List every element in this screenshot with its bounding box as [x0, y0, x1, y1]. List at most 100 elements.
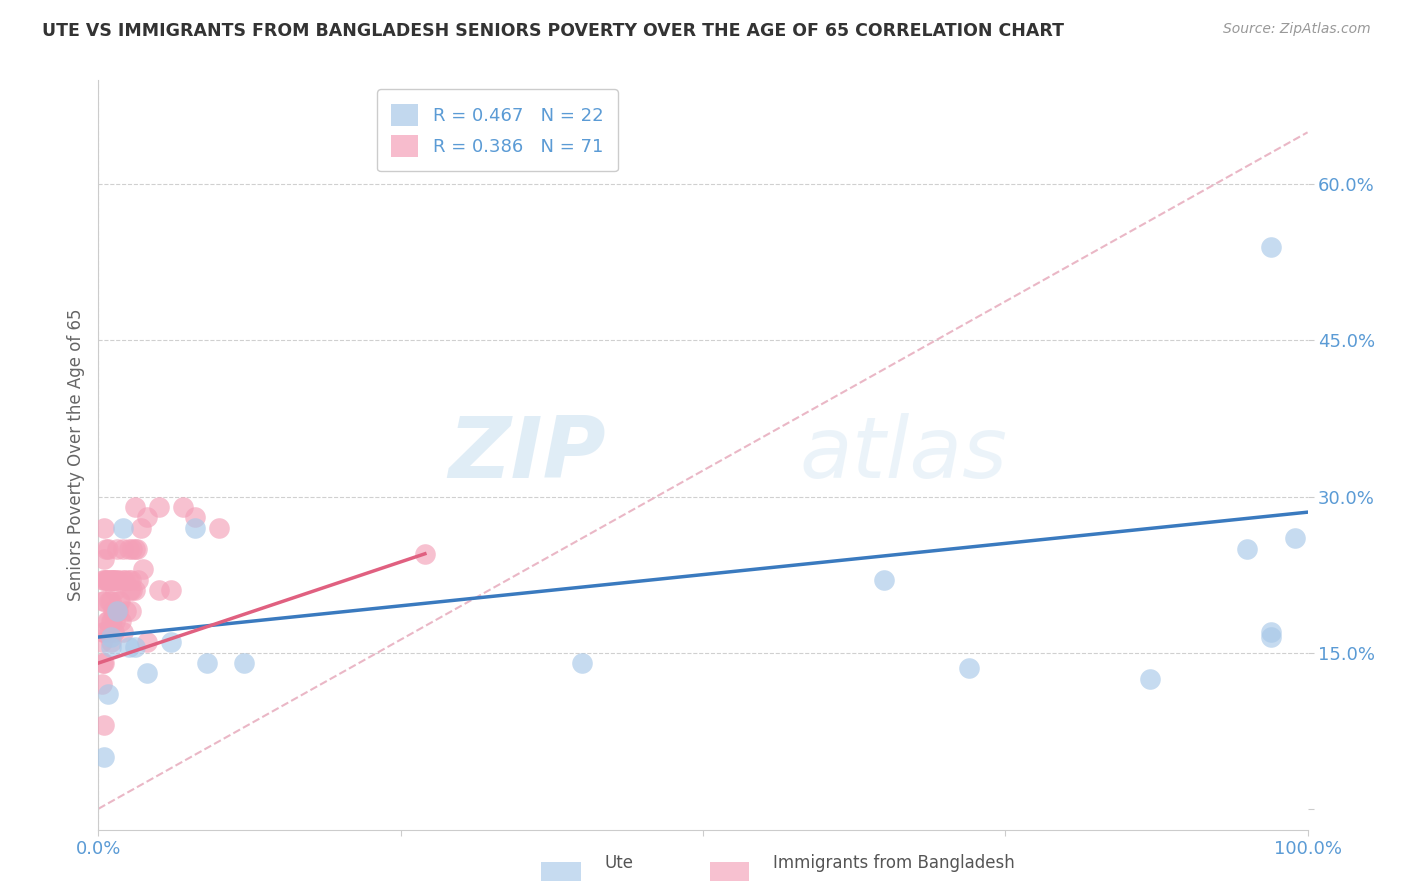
Point: [1260, 630, 1282, 644]
Point: [108, 593, 131, 607]
Point: [118, 583, 141, 598]
Point: [124, 583, 146, 598]
Point: [105, 604, 128, 618]
Point: [103, 624, 125, 639]
Point: [107, 573, 129, 587]
Point: [195, 656, 218, 670]
Point: [208, 521, 231, 535]
Point: [120, 604, 142, 618]
Point: [101, 604, 124, 618]
Point: [91, 656, 114, 670]
Point: [98, 593, 121, 607]
Point: [1139, 672, 1161, 686]
Point: [1260, 240, 1282, 254]
Point: [108, 593, 131, 607]
Point: [100, 640, 122, 655]
Point: [114, 573, 136, 587]
Point: [1284, 531, 1306, 545]
Point: [91, 635, 114, 649]
Point: [124, 640, 146, 655]
Point: [1236, 541, 1258, 556]
Point: [129, 521, 152, 535]
Point: [100, 573, 122, 587]
Point: [873, 573, 896, 587]
Point: [111, 521, 134, 535]
Point: [100, 615, 122, 629]
Point: [94, 541, 117, 556]
Point: [100, 630, 122, 644]
Point: [103, 573, 125, 587]
Point: [104, 615, 127, 629]
Text: atlas: atlas: [800, 413, 1008, 497]
Point: [105, 573, 128, 587]
Point: [121, 541, 143, 556]
Point: [148, 500, 170, 514]
Point: [97, 687, 120, 701]
Point: [101, 573, 124, 587]
Point: [93, 749, 115, 764]
Point: [115, 604, 138, 618]
Point: [124, 541, 146, 556]
Point: [93, 573, 115, 587]
Point: [111, 573, 134, 587]
Point: [93, 521, 115, 535]
Point: [127, 573, 149, 587]
Point: [127, 541, 149, 556]
Point: [160, 583, 183, 598]
Point: [232, 656, 254, 670]
Point: [413, 547, 436, 561]
Point: [96, 615, 118, 629]
Point: [132, 562, 155, 576]
Point: [111, 624, 134, 639]
Point: [100, 635, 122, 649]
Text: ZIP: ZIP: [449, 413, 606, 497]
Point: [103, 604, 125, 618]
Text: Source: ZipAtlas.com: Source: ZipAtlas.com: [1223, 22, 1371, 37]
Text: UTE VS IMMIGRANTS FROM BANGLADESH SENIORS POVERTY OVER THE AGE OF 65 CORRELATION: UTE VS IMMIGRANTS FROM BANGLADESH SENIOR…: [42, 22, 1064, 40]
Point: [184, 510, 207, 524]
Text: Immigrants from Bangladesh: Immigrants from Bangladesh: [773, 855, 1015, 872]
Point: [91, 677, 114, 691]
Point: [107, 604, 129, 618]
Point: [100, 593, 122, 607]
Point: [98, 624, 121, 639]
Point: [160, 635, 183, 649]
Point: [104, 583, 127, 598]
Point: [100, 573, 122, 587]
Point: [110, 615, 132, 629]
Text: Ute: Ute: [605, 855, 634, 872]
Point: [93, 718, 115, 732]
Point: [105, 604, 128, 618]
Point: [571, 656, 593, 670]
Point: [111, 541, 134, 556]
Point: [93, 552, 115, 566]
Point: [96, 573, 118, 587]
Point: [135, 635, 157, 649]
Point: [118, 573, 141, 587]
Point: [124, 500, 146, 514]
Point: [93, 593, 115, 607]
Point: [135, 510, 157, 524]
Point: [97, 541, 120, 556]
Point: [957, 661, 980, 675]
Point: [184, 521, 207, 535]
Point: [97, 615, 120, 629]
Point: [172, 500, 194, 514]
Legend: R = 0.467   N = 22, R = 0.386   N = 71: R = 0.467 N = 22, R = 0.386 N = 71: [377, 89, 619, 171]
Point: [148, 583, 170, 598]
Point: [100, 615, 122, 629]
Point: [118, 640, 141, 655]
Point: [91, 573, 114, 587]
Y-axis label: Seniors Poverty Over the Age of 65: Seniors Poverty Over the Age of 65: [66, 309, 84, 601]
Point: [91, 624, 114, 639]
Point: [121, 583, 143, 598]
Point: [94, 573, 117, 587]
Point: [135, 666, 157, 681]
Point: [105, 541, 128, 556]
Point: [93, 656, 115, 670]
Point: [97, 573, 120, 587]
Point: [120, 573, 142, 587]
Point: [1260, 624, 1282, 639]
Point: [91, 593, 114, 607]
Point: [93, 624, 115, 639]
